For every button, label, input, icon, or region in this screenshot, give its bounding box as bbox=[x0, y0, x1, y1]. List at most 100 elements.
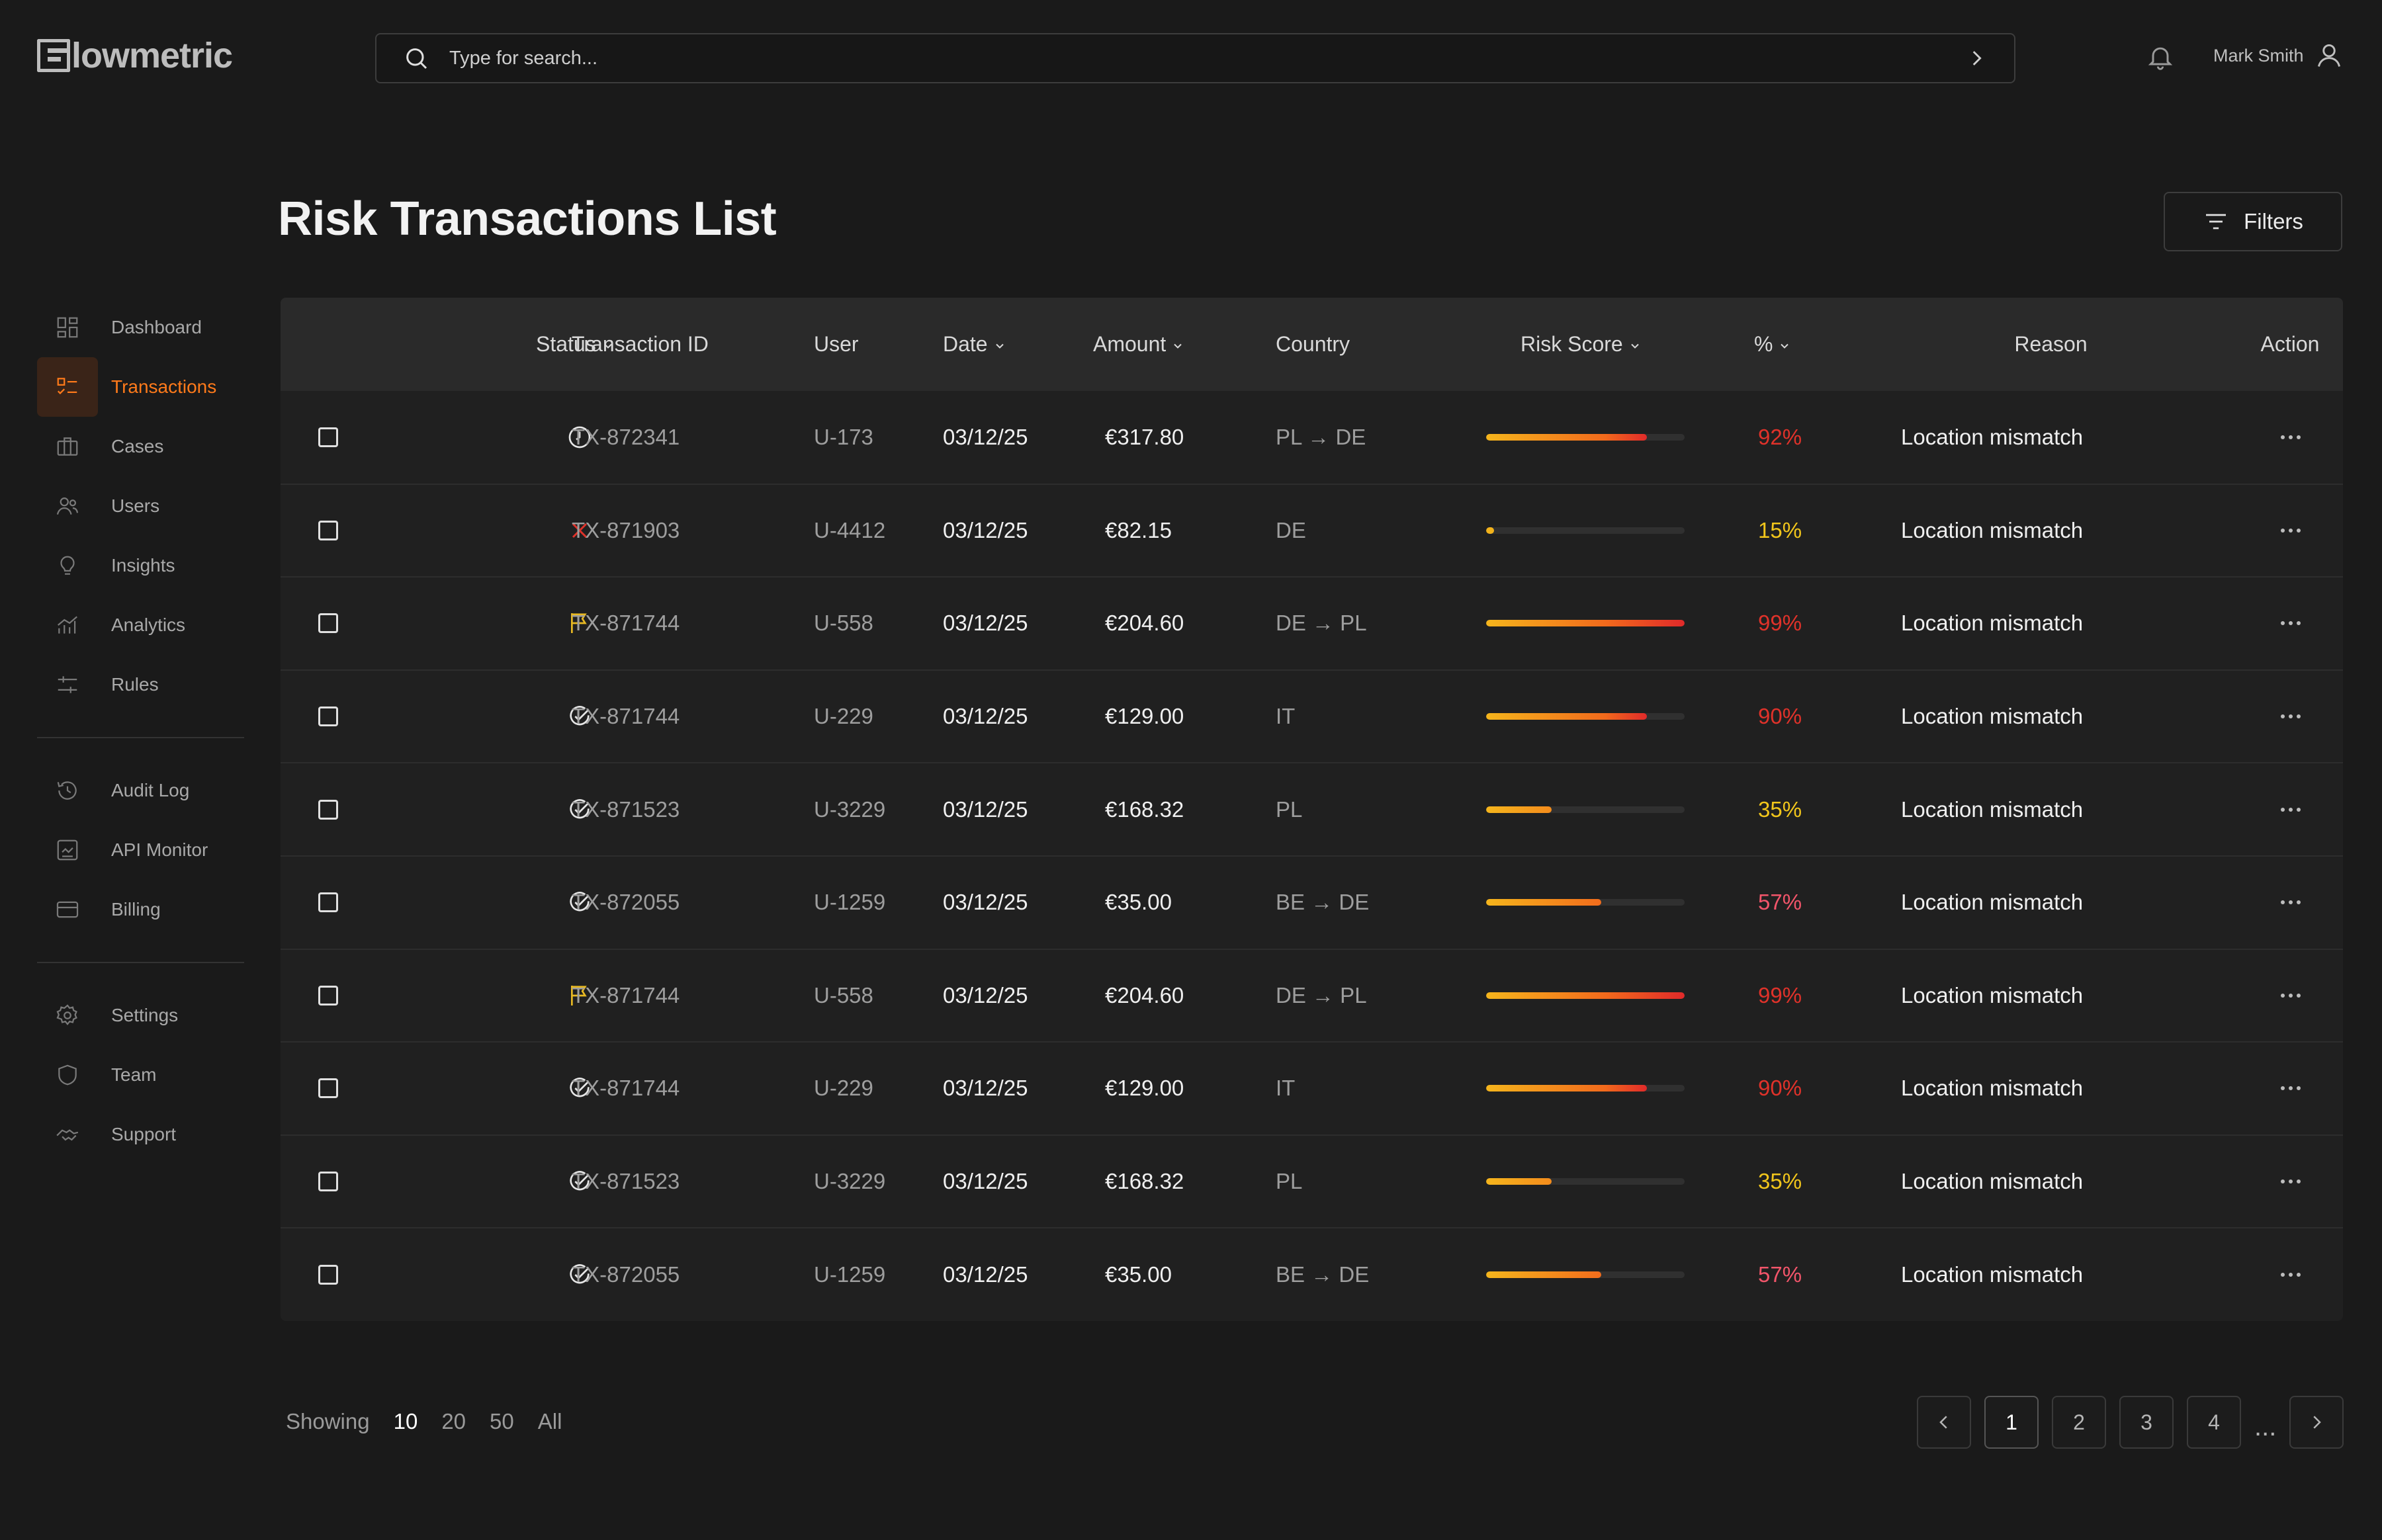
action-cell bbox=[2237, 1228, 2343, 1321]
sidebar-item-settings[interactable]: Settings bbox=[37, 986, 244, 1045]
search-icon bbox=[406, 48, 427, 69]
sidebar-item-users[interactable]: Users bbox=[37, 476, 244, 536]
sidebar-item-audit-log[interactable]: Audit Log bbox=[37, 761, 244, 820]
page-size-option-50[interactable]: 50 bbox=[490, 1409, 514, 1433]
row-checkbox[interactable] bbox=[318, 520, 338, 540]
sidebar-item-dashboard[interactable]: Dashboard bbox=[37, 298, 244, 357]
table-row[interactable]: TX-872055 U-1259 03/12/25 €35.00 BE → DE 57% L… bbox=[281, 1228, 2343, 1321]
sidebar-item-support[interactable]: Support bbox=[37, 1105, 244, 1164]
page-size-option-10[interactable]: 10 bbox=[393, 1409, 418, 1433]
row-checkbox[interactable] bbox=[318, 1078, 338, 1099]
transaction-id[interactable]: TX-871744 bbox=[572, 1076, 680, 1101]
user-id[interactable]: U-558 bbox=[814, 611, 873, 636]
column-header-amount[interactable]: Amount bbox=[1093, 298, 1276, 391]
sidebar-item-analytics[interactable]: Analytics bbox=[37, 595, 244, 655]
action-cell bbox=[2237, 577, 2343, 670]
sidebar-item-cases[interactable]: Cases bbox=[37, 417, 244, 476]
more-options-icon[interactable] bbox=[2281, 1086, 2343, 1091]
row-checkbox[interactable] bbox=[318, 985, 338, 1005]
user-menu[interactable]: Mark Smith bbox=[2213, 41, 2344, 70]
more-options-icon[interactable] bbox=[2281, 900, 2343, 905]
user-id[interactable]: U-173 bbox=[814, 424, 873, 449]
chevron-right-icon[interactable] bbox=[1965, 47, 1988, 69]
page-button-1[interactable]: 1 bbox=[1984, 1396, 2039, 1449]
sidebar-item-label: Cases bbox=[111, 436, 164, 456]
table-row[interactable]: TX-871744 U-229 03/12/25 €129.00 IT 90% Locati… bbox=[281, 1042, 2343, 1135]
country: DE → PL bbox=[1276, 982, 1367, 1007]
transaction-id[interactable]: TX-871523 bbox=[572, 796, 680, 822]
transaction-id[interactable]: TX-871744 bbox=[572, 611, 680, 636]
table-row[interactable]: TX-871523 U-3229 03/12/25 €168.32 PL 35% Locat… bbox=[281, 1134, 2343, 1228]
transaction-id[interactable]: TX-871903 bbox=[572, 517, 680, 542]
more-options-icon[interactable] bbox=[2281, 993, 2343, 998]
row-checkbox[interactable] bbox=[318, 1172, 338, 1192]
sidebar-item-api-monitor[interactable]: API Monitor bbox=[37, 820, 244, 880]
sidebar-item-transactions[interactable]: Transactions bbox=[37, 357, 244, 417]
prev-page-button[interactable] bbox=[1917, 1396, 1971, 1449]
table-row[interactable]: TX-871903 U-4412 03/12/25 €82.15 DE 15% Locati… bbox=[281, 484, 2343, 578]
user-id[interactable]: U-558 bbox=[814, 982, 873, 1007]
table-row[interactable]: TX-872055 U-1259 03/12/25 €35.00 BE → DE 57% L… bbox=[281, 855, 2343, 949]
user-name: Mark Smith bbox=[2213, 45, 2304, 65]
page-size-option-20[interactable]: 20 bbox=[441, 1409, 466, 1433]
logo[interactable]: lowmetric bbox=[37, 34, 233, 77]
user-id[interactable]: U-229 bbox=[814, 1076, 873, 1101]
table-row[interactable]: TX-872341 U-173 03/12/25 €317.80 PL → DE 92% L… bbox=[281, 391, 2343, 484]
filters-button[interactable]: Filters bbox=[2164, 192, 2342, 251]
page-button-2[interactable]: 2 bbox=[2052, 1396, 2106, 1449]
row-checkbox[interactable] bbox=[318, 799, 338, 820]
user-id[interactable]: U-1259 bbox=[814, 890, 886, 915]
risk-percent: 99% bbox=[1758, 611, 1802, 636]
credit-card-icon bbox=[37, 880, 98, 939]
more-options-icon[interactable] bbox=[2281, 435, 2343, 439]
column-header-risk-score[interactable]: Risk Score bbox=[1479, 298, 1754, 391]
table-row[interactable]: TX-871744 U-229 03/12/25 €129.00 IT 90% Locati… bbox=[281, 669, 2343, 763]
row-checkbox[interactable] bbox=[318, 892, 338, 913]
bell-icon[interactable] bbox=[2146, 42, 2175, 71]
page-button-4[interactable]: 4 bbox=[2187, 1396, 2241, 1449]
risk-score-fill bbox=[1486, 1271, 1601, 1279]
column-header-status[interactable]: Status bbox=[406, 298, 612, 391]
sidebar-item-insights[interactable]: Insights bbox=[37, 536, 244, 595]
row-checkbox[interactable] bbox=[318, 706, 338, 727]
more-options-icon[interactable] bbox=[2281, 714, 2343, 719]
table-row[interactable]: TX-871744 U-558 03/12/25 €204.60 DE → PL 99% L… bbox=[281, 577, 2343, 670]
transaction-id[interactable]: TX-871744 bbox=[572, 704, 680, 729]
page-button-3[interactable]: 3 bbox=[2119, 1396, 2174, 1449]
risk-score-cell bbox=[1479, 949, 1754, 1043]
sidebar-item-rules[interactable]: Rules bbox=[37, 655, 244, 714]
more-options-icon[interactable] bbox=[2281, 1273, 2343, 1277]
reason: Location mismatch bbox=[1901, 1076, 2084, 1101]
transaction-id[interactable]: TX-872055 bbox=[572, 1262, 680, 1287]
user-id[interactable]: U-4412 bbox=[814, 517, 886, 542]
user-id[interactable]: U-3229 bbox=[814, 796, 886, 822]
sidebar-item-label: Settings bbox=[111, 1005, 179, 1025]
next-page-button[interactable] bbox=[2289, 1396, 2344, 1449]
column-header-percent[interactable]: % bbox=[1754, 298, 1865, 391]
transaction-id[interactable]: TX-871523 bbox=[572, 1169, 680, 1194]
transaction-id[interactable]: TX-871744 bbox=[572, 982, 680, 1007]
row-checkbox[interactable] bbox=[318, 613, 338, 634]
more-options-icon[interactable] bbox=[2281, 807, 2343, 812]
row-checkbox[interactable] bbox=[318, 1265, 338, 1285]
search-bar[interactable] bbox=[375, 33, 2015, 83]
page-size-option-all[interactable]: All bbox=[537, 1409, 562, 1433]
column-header-country: Country bbox=[1276, 298, 1479, 391]
more-options-icon[interactable] bbox=[2281, 528, 2343, 533]
table-row[interactable]: TX-871523 U-3229 03/12/25 €168.32 PL 35% Locat… bbox=[281, 763, 2343, 856]
row-checkbox[interactable] bbox=[318, 427, 338, 447]
sidebar-item-team[interactable]: Team bbox=[37, 1045, 244, 1105]
column-header-date[interactable]: Date bbox=[943, 298, 1093, 391]
more-options-icon[interactable] bbox=[2281, 1179, 2343, 1184]
table-row[interactable]: TX-871744 U-558 03/12/25 €204.60 DE → PL 99% L… bbox=[281, 949, 2343, 1043]
user-id[interactable]: U-1259 bbox=[814, 1262, 886, 1287]
transaction-id[interactable]: TX-872341 bbox=[572, 424, 680, 449]
search-input[interactable] bbox=[449, 47, 1965, 69]
transaction-id[interactable]: TX-872055 bbox=[572, 890, 680, 915]
user-id[interactable]: U-3229 bbox=[814, 1169, 886, 1194]
sidebar-item-label: Billing bbox=[111, 899, 161, 920]
sidebar-item-billing[interactable]: Billing bbox=[37, 880, 244, 939]
more-options-icon[interactable] bbox=[2281, 621, 2343, 626]
user-id[interactable]: U-229 bbox=[814, 704, 873, 729]
top-bar: lowmetric Mark Smith bbox=[0, 0, 2382, 116]
